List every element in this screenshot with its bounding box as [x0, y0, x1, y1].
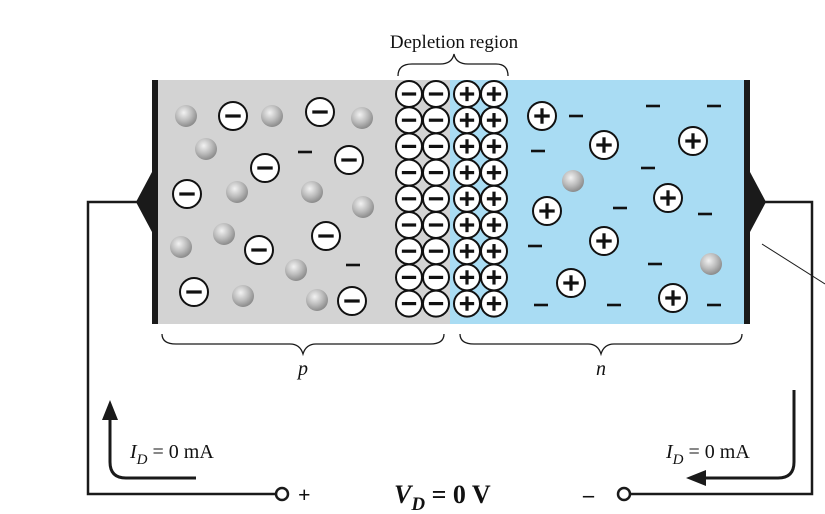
right-current-arrow-icon	[706, 390, 796, 480]
positive-ion-icon	[453, 158, 481, 187]
hole-icon	[261, 105, 283, 127]
negative-ion-icon	[395, 263, 423, 292]
hole-icon	[232, 285, 254, 307]
negative-ion-icon	[337, 286, 367, 316]
hole-icon	[175, 105, 197, 127]
hole-icon	[213, 223, 235, 245]
left-current-arrow-icon	[108, 418, 196, 480]
negative-ion-icon	[422, 80, 450, 108]
negative-ion-icon	[422, 263, 450, 292]
positive-ion-icon	[527, 101, 557, 131]
hole-icon	[170, 236, 192, 258]
right-contact-lead	[750, 172, 766, 232]
left-current-arrowhead	[102, 400, 118, 420]
positive-ion-icon	[653, 183, 683, 213]
positive-ion-icon	[453, 106, 481, 135]
p-region-brace	[161, 333, 445, 357]
depletion-ions	[395, 80, 508, 318]
negative-ion-icon	[305, 97, 335, 127]
left-contact-lead	[136, 172, 152, 232]
positive-ion-icon	[480, 184, 508, 213]
positive-ion-icon	[480, 211, 508, 239]
negative-terminal-label: –	[582, 482, 595, 507]
hole-icon	[700, 253, 722, 275]
positive-ion-icon	[532, 196, 562, 226]
p-region-label: p	[296, 358, 308, 380]
negative-ion-icon	[395, 132, 423, 161]
hole-icon	[306, 289, 328, 311]
positive-ion-icon	[658, 283, 688, 313]
negative-ion-icon	[334, 145, 364, 175]
negative-ion-icon	[244, 235, 274, 265]
positive-ion-icon	[480, 158, 508, 187]
free-carriers	[170, 97, 722, 316]
positive-ion-icon	[480, 106, 508, 135]
negative-ion-icon	[422, 211, 450, 239]
left-contact	[152, 80, 158, 324]
negative-ion-icon	[395, 289, 423, 318]
hole-icon	[351, 107, 373, 129]
positive-ion-icon	[453, 80, 481, 108]
negative-ion-icon	[422, 237, 450, 266]
negative-ion-icon	[422, 158, 450, 187]
positive-terminal-icon	[274, 486, 290, 502]
negative-ion-icon	[395, 158, 423, 187]
negative-ion-icon	[395, 184, 423, 213]
voltage-label: VD = 0 V	[394, 480, 491, 514]
negative-ion-icon	[179, 277, 209, 307]
n-region-brace	[459, 333, 743, 357]
leader-line	[761, 243, 825, 285]
positive-ion-icon	[453, 289, 481, 318]
negative-ion-icon	[311, 221, 341, 251]
left-wire	[86, 200, 276, 496]
negative-ion-icon	[395, 106, 423, 135]
hole-icon	[352, 196, 374, 218]
negative-ion-icon	[395, 211, 423, 239]
n-region-label: n	[596, 358, 606, 380]
positive-ion-icon	[480, 237, 508, 266]
positive-ion-icon	[453, 237, 481, 266]
positive-terminal-label: +	[298, 482, 311, 507]
positive-ion-icon	[678, 126, 708, 156]
negative-ion-icon	[395, 237, 423, 266]
right-current-label: ID = 0 mA	[665, 441, 750, 468]
hole-icon	[301, 181, 323, 203]
hole-icon	[226, 181, 248, 203]
positive-ion-icon	[453, 211, 481, 239]
right-wire	[630, 200, 814, 496]
negative-ion-icon	[172, 179, 202, 209]
positive-ion-icon	[480, 263, 508, 292]
negative-ion-icon	[218, 101, 248, 131]
negative-ion-icon	[250, 153, 280, 183]
depletion-brace	[397, 53, 509, 77]
right-current-arrowhead	[686, 470, 706, 486]
negative-ion-icon	[422, 132, 450, 161]
right-contact	[744, 80, 750, 324]
positive-ion-icon	[556, 268, 586, 298]
negative-ion-icon	[422, 289, 450, 318]
positive-ion-icon	[453, 263, 481, 292]
positive-ion-icon	[480, 132, 508, 161]
positive-ion-icon	[480, 80, 508, 108]
hole-icon	[285, 259, 307, 281]
negative-terminal-icon	[616, 486, 632, 502]
negative-ion-icon	[395, 80, 423, 108]
hole-icon	[195, 138, 217, 160]
negative-ion-icon	[422, 106, 450, 135]
negative-ion-icon	[422, 184, 450, 213]
positive-ion-icon	[453, 132, 481, 161]
positive-ion-icon	[480, 289, 508, 318]
positive-ion-icon	[589, 226, 619, 256]
hole-icon	[562, 170, 584, 192]
depletion-region-label: Depletion region	[390, 32, 519, 53]
positive-ion-icon	[453, 184, 481, 213]
left-current-label: ID = 0 mA	[129, 441, 214, 468]
positive-ion-icon	[589, 130, 619, 160]
